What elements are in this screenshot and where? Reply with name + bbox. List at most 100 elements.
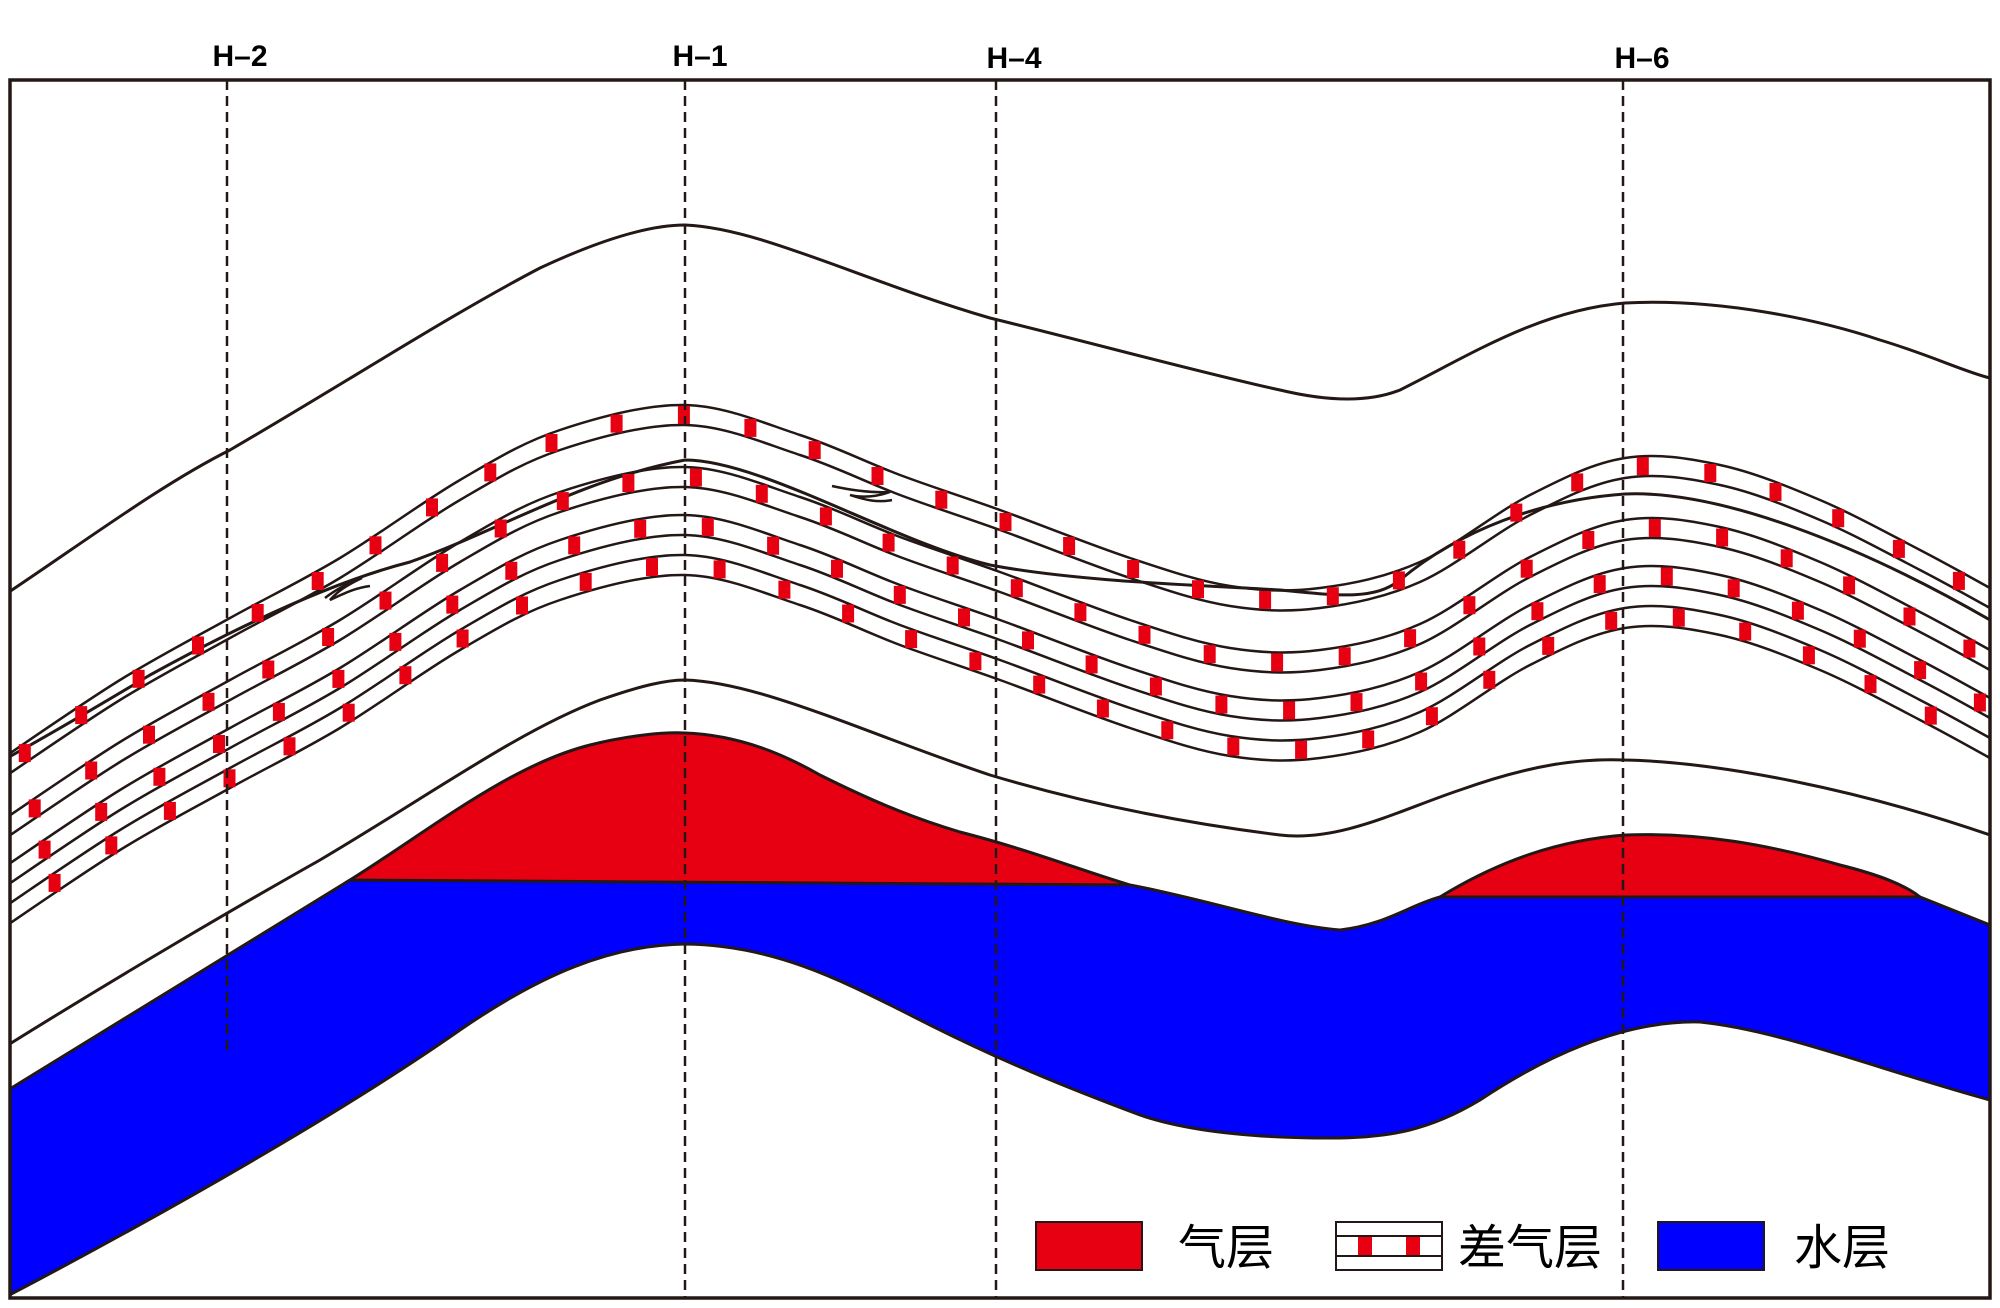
band-marker: [1636, 457, 1649, 476]
band-marker: [213, 735, 225, 753]
band-marker: [610, 414, 623, 433]
legend-poor-gas-label: 差气层: [1458, 1220, 1602, 1276]
band-marker: [85, 761, 98, 780]
band-marker: [1074, 603, 1087, 622]
band-marker: [332, 669, 345, 688]
top-horizon: [10, 223, 1990, 594]
band-marker: [831, 559, 843, 578]
legend-water-label: 水层: [1794, 1220, 1890, 1276]
band-marker: [946, 556, 959, 575]
legend-poor-gas-swatch: [1335, 1221, 1443, 1271]
well-label-h4: H–4: [986, 42, 1041, 75]
band-marker: [677, 406, 690, 424]
band-marker: [202, 692, 215, 711]
thin-gas-band: [10, 513, 1990, 885]
band-marker: [1425, 707, 1438, 726]
band-marker: [1063, 537, 1076, 555]
gas-zone-h1: [344, 731, 1131, 887]
band-marker: [1227, 737, 1240, 756]
band-marker: [1085, 655, 1098, 674]
band-marker: [1780, 549, 1793, 568]
band-marker: [646, 558, 658, 576]
band-marker: [935, 490, 948, 509]
band-marker: [1542, 636, 1555, 655]
band-marker: [882, 533, 895, 552]
band-marker: [143, 725, 155, 744]
band-marker: [389, 632, 402, 651]
band-marker: [272, 702, 285, 721]
pinch-out-lens-left: [324, 576, 371, 602]
band-marker: [1415, 672, 1428, 691]
band-edge: [10, 465, 1990, 817]
band-marker: [1096, 699, 1109, 718]
thin-gas-band: [10, 403, 1990, 775]
band-marker: [1892, 539, 1905, 558]
band-marker: [1802, 646, 1815, 665]
band-marker: [1791, 601, 1804, 620]
gas-zone-h6: [1434, 833, 1925, 899]
gas-top-horizon: [10, 678, 1990, 1046]
band-marker: [369, 536, 382, 555]
band-marker: [1903, 607, 1916, 626]
band-marker: [1350, 693, 1363, 712]
band-marker: [446, 595, 459, 614]
band-marker: [1138, 625, 1151, 644]
band-marker: [379, 591, 392, 610]
legend-water-swatch: [1657, 1221, 1765, 1271]
band-marker: [28, 799, 41, 818]
band-marker: [1326, 587, 1339, 606]
band-marker: [701, 518, 714, 537]
band-marker: [1404, 629, 1417, 648]
band-marker: [18, 744, 31, 763]
band-marker: [1362, 730, 1375, 749]
band-marker: [1605, 611, 1618, 630]
band-marker: [1952, 571, 1965, 590]
band-marker: [744, 418, 757, 437]
band-marker: [48, 873, 61, 892]
band-marker: [1716, 528, 1729, 547]
band-marker: [105, 836, 118, 855]
band-marker: [38, 840, 51, 859]
band-marker: [1571, 473, 1584, 492]
band-marker: [1704, 464, 1717, 482]
band-marker: [75, 706, 88, 725]
band-marker: [579, 572, 592, 591]
band-marker: [1295, 740, 1308, 759]
well-label-h2: H–2: [212, 40, 267, 73]
band-marker: [999, 513, 1012, 531]
pinch-out-lens-right: [831, 484, 893, 503]
band-marker: [163, 801, 176, 820]
band-marker: [1483, 670, 1496, 689]
band-marker: [1149, 677, 1162, 696]
band-marker: [516, 596, 528, 615]
band-marker: [1593, 575, 1606, 594]
band-marker: [1338, 647, 1351, 666]
band-marker: [1453, 540, 1466, 559]
band-marker: [251, 604, 264, 622]
band-marker: [262, 660, 275, 679]
band-marker: [1033, 675, 1046, 694]
band-marker: [905, 630, 918, 649]
band-marker: [871, 467, 884, 485]
band-edge: [10, 513, 1990, 865]
thin-gas-band: [10, 465, 1990, 837]
band-marker: [1672, 608, 1685, 627]
band-marker: [1259, 590, 1272, 609]
legend-gas-label: 气层: [1178, 1220, 1274, 1276]
band-edge: [10, 553, 1990, 905]
section-frame: [8, 78, 1992, 1300]
band-marker: [808, 441, 821, 460]
band-marker: [1192, 580, 1204, 599]
band-marker: [1010, 579, 1023, 598]
band-marker: [283, 737, 296, 756]
band-marker: [1283, 701, 1296, 720]
band-marker: [819, 507, 832, 526]
band-marker: [153, 767, 166, 786]
band-marker: [1127, 560, 1140, 578]
band-marker: [456, 629, 469, 648]
band-marker: [634, 519, 647, 538]
band-marker: [1660, 567, 1673, 586]
band-marker: [1924, 706, 1937, 725]
thin-gas-bands: [10, 403, 1990, 925]
